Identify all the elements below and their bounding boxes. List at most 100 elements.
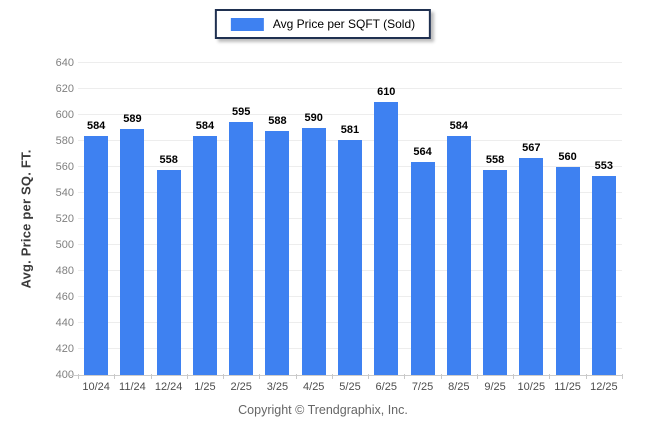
x-axis-tick xyxy=(476,374,478,379)
bar-value-label: 560 xyxy=(558,151,577,164)
bar xyxy=(301,128,326,375)
bar-value-label: 590 xyxy=(304,112,323,125)
bar xyxy=(84,135,109,375)
x-axis-tick xyxy=(585,374,587,379)
bar-slot: 581 xyxy=(332,63,368,375)
x-axis-tick xyxy=(440,374,442,379)
bar-slot: 564 xyxy=(404,63,440,375)
x-tick-label: 9/25 xyxy=(484,381,506,393)
x-axis-tick xyxy=(259,374,261,379)
bar-value-label: 553 xyxy=(594,160,614,173)
bar-slot: 584 xyxy=(187,63,223,375)
x-tick-label: 5/25 xyxy=(339,381,361,393)
x-tick-label: 7/25 xyxy=(411,381,434,393)
y-tick-label: 540 xyxy=(55,187,74,199)
x-tick-label: 11/24 xyxy=(119,381,146,393)
legend-label: Avg Price per SQFT (Sold) xyxy=(272,17,416,31)
bar xyxy=(229,121,254,375)
x-axis-tick xyxy=(78,374,79,379)
x-axis-tick xyxy=(114,374,116,379)
x-tick-label: 3/25 xyxy=(266,381,289,393)
x-axis-labels: 10/24 11/24 12/24 1/25 2/25 3/25 4/25 5/25 6/25 7… xyxy=(78,381,622,393)
bar-value-label: 588 xyxy=(268,114,287,127)
bar-value-label: 584 xyxy=(449,119,468,132)
bar xyxy=(446,135,471,375)
bar-value-label: 595 xyxy=(232,105,251,118)
x-tick-label: 6/25 xyxy=(375,381,397,393)
y-tick-label: 640 xyxy=(55,57,74,69)
copyright-text: Copyright © Trendgraphix, Inc. xyxy=(238,403,408,417)
x-tick-label: 2/25 xyxy=(230,381,252,393)
bar-value-label: 584 xyxy=(195,119,215,132)
x-tick-label: 4/25 xyxy=(303,381,325,393)
bar xyxy=(483,169,508,375)
y-tick-label: 620 xyxy=(55,83,74,95)
x-tick-label: 11/25 xyxy=(554,381,581,393)
legend: Avg Price per SQFT (Sold) xyxy=(214,9,432,39)
bar xyxy=(265,130,290,375)
y-tick-label: 520 xyxy=(55,213,74,225)
bar-value-label: 558 xyxy=(159,153,178,166)
y-tick-label: 500 xyxy=(55,239,74,251)
y-tick-label: 400 xyxy=(55,369,74,381)
x-tick-label: 10/24 xyxy=(82,381,110,393)
bar xyxy=(374,102,399,375)
x-tick-label: 12/24 xyxy=(154,381,183,393)
x-axis-ticks xyxy=(78,374,623,379)
bar-value-label: 564 xyxy=(413,145,432,158)
bar-slot: 584 xyxy=(441,63,477,375)
bar xyxy=(410,161,435,375)
bar-value-label: 589 xyxy=(123,113,142,126)
x-tick-label: 8/25 xyxy=(448,381,470,393)
bars-row: 584 589 558 584 595 588 590 581 610 564 584 558 567 5… xyxy=(78,63,622,375)
y-tick-label: 560 xyxy=(55,161,74,174)
bar-value-label: 610 xyxy=(377,86,396,98)
bar-slot: 584 xyxy=(78,63,114,375)
y-tick-label: 420 xyxy=(55,343,74,356)
bar-value-label: 584 xyxy=(86,119,106,132)
bar-value-label: 581 xyxy=(340,123,360,136)
bar-value-label: 558 xyxy=(485,153,505,166)
y-axis-labels: 400 420 440 460 480 500 520 540 560 580 600 620 640 xyxy=(36,57,74,381)
x-axis-tick xyxy=(331,374,333,379)
x-axis-tick xyxy=(622,374,623,379)
x-axis-tick xyxy=(186,374,188,379)
bar-value-label: 567 xyxy=(522,141,541,154)
x-axis-tick xyxy=(150,374,152,379)
bar-slot: 590 xyxy=(296,63,332,375)
bar-slot: 558 xyxy=(151,63,187,375)
gridline xyxy=(78,88,622,89)
y-tick-label: 440 xyxy=(55,317,74,330)
x-axis-tick xyxy=(295,374,297,379)
x-tick-label: 1/25 xyxy=(194,381,216,393)
x-axis-tick xyxy=(368,374,370,379)
bar-slot: 595 xyxy=(223,63,259,375)
x-tick-label: 10/25 xyxy=(517,381,546,393)
bar-slot: 588 xyxy=(259,63,295,375)
plot-area: 584 589 558 584 595 588 590 581 610 564 584 558 567 5… xyxy=(70,62,622,376)
y-tick-label: 580 xyxy=(55,135,74,147)
x-axis-line xyxy=(70,375,622,376)
y-tick-label: 600 xyxy=(55,109,74,121)
bar-slot: 589 xyxy=(114,63,150,375)
bar xyxy=(120,129,145,375)
gridline xyxy=(78,62,622,63)
bar-slot: 567 xyxy=(513,63,549,375)
bar-slot: 560 xyxy=(549,63,585,375)
gridline xyxy=(78,114,622,115)
legend-swatch xyxy=(230,17,264,31)
bar xyxy=(156,169,181,375)
y-tick-label: 460 xyxy=(55,291,74,303)
x-axis-tick xyxy=(223,374,225,379)
x-axis-tick xyxy=(404,374,406,379)
bar-slot: 553 xyxy=(586,63,622,375)
y-axis-title: Avg. Price per SQ. FT. xyxy=(18,149,34,289)
bar xyxy=(591,176,616,375)
y-tick-label: 480 xyxy=(55,265,74,278)
x-axis-tick xyxy=(549,374,551,379)
bar xyxy=(519,157,544,375)
x-tick-label: 12/25 xyxy=(590,381,618,393)
bar-slot: 610 xyxy=(368,63,404,375)
bar-slot: 558 xyxy=(477,63,513,375)
